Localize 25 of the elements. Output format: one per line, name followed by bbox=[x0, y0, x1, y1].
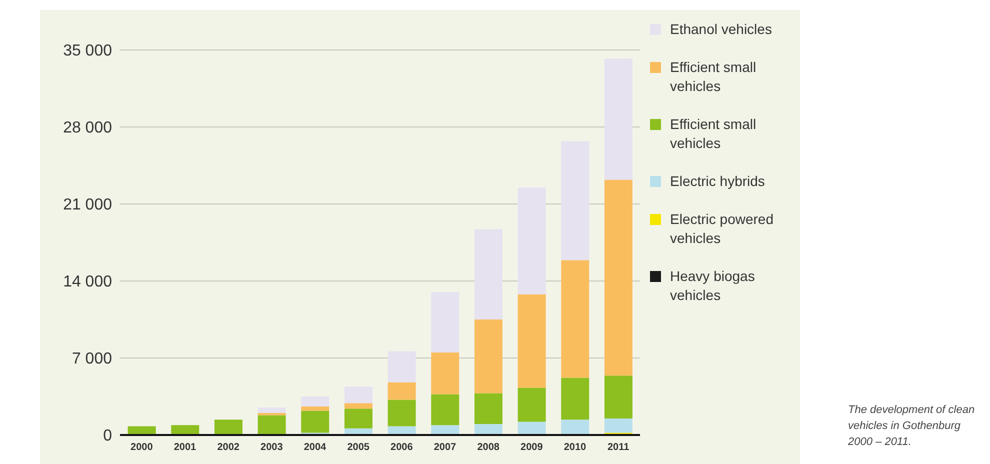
x-tick-label: 2002 bbox=[217, 442, 240, 454]
y-tick-label: 28 000 bbox=[63, 120, 112, 137]
text: The development of clean vehicles in Gothenburg 2000 – 2011. bbox=[848, 403, 976, 450]
x-tick-label: 2000 bbox=[130, 442, 154, 454]
x-tick-label: 2011 bbox=[607, 442, 630, 454]
x-tick-label: 2009 bbox=[520, 442, 544, 454]
x-tick-label: 2008 bbox=[477, 442, 500, 454]
y-tick-label: 0 bbox=[103, 428, 112, 445]
legend-label: Efficient small vehicles bbox=[670, 58, 758, 96]
legend-label: Ethanol vehicles bbox=[670, 20, 773, 39]
x-tick-label: 2006 bbox=[390, 442, 414, 454]
x-tick-label: 2001 bbox=[174, 442, 197, 454]
y-tick-label: 7 000 bbox=[72, 350, 112, 368]
legend-label: Efficient small vehicles bbox=[670, 115, 758, 153]
x-tick-label: 2004 bbox=[304, 442, 327, 454]
y-tick-label: 35 000 bbox=[63, 42, 112, 60]
y-tick-label: 21 000 bbox=[63, 196, 112, 214]
x-tick-label: 2007 bbox=[434, 442, 457, 454]
y-tick-label: 14 000 bbox=[63, 274, 112, 291]
x-tick-label: 2003 bbox=[260, 442, 284, 454]
legend-label: Heavy biogas vehicles bbox=[670, 267, 756, 305]
legend-label: Electric hybrids bbox=[670, 172, 766, 191]
legend-label: Electric powered vehicles bbox=[670, 210, 774, 248]
x-tick-label: 2005 bbox=[347, 442, 370, 454]
x-tick-label: 2010 bbox=[564, 442, 587, 454]
